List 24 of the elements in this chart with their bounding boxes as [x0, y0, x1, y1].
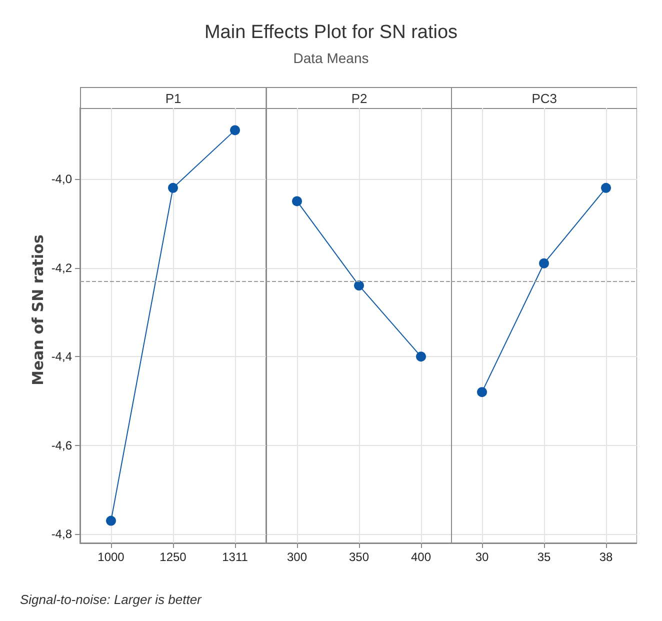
x-tick-label: 30	[476, 550, 490, 564]
point	[168, 182, 178, 193]
x-tick-label: 38	[600, 550, 614, 564]
x-tick-label: 35	[538, 550, 552, 564]
point	[106, 516, 116, 526]
y-tick-label: -4,8	[51, 527, 72, 542]
text: Signal-to-noise: Larger is better	[20, 592, 202, 607]
x-tick-label: 350	[348, 550, 369, 564]
x-axis-title: P2	[351, 91, 367, 106]
x-tick-label: 400	[410, 550, 431, 564]
x-axis-title: PC3	[532, 91, 558, 106]
x-tick-label: 300	[286, 550, 307, 564]
x-axis-title: P1	[165, 91, 182, 106]
x-tick-label: 1250	[160, 550, 187, 564]
y-tick-label: -4,4	[51, 350, 72, 364]
y-axis-title: Mean of SN ratios	[29, 234, 47, 386]
y-tick-label: -4,6	[51, 438, 72, 452]
chart-title: Main Effects Plot for SN ratios	[203, 22, 459, 44]
x-tick-label: 1000	[98, 550, 125, 564]
chart-subtitle: Data Means	[292, 50, 370, 66]
x-tick-label: 1311	[222, 550, 248, 564]
y-tick-label: -4,0	[51, 172, 72, 186]
point	[230, 125, 240, 136]
y-tick-label: -4,2	[51, 260, 72, 275]
